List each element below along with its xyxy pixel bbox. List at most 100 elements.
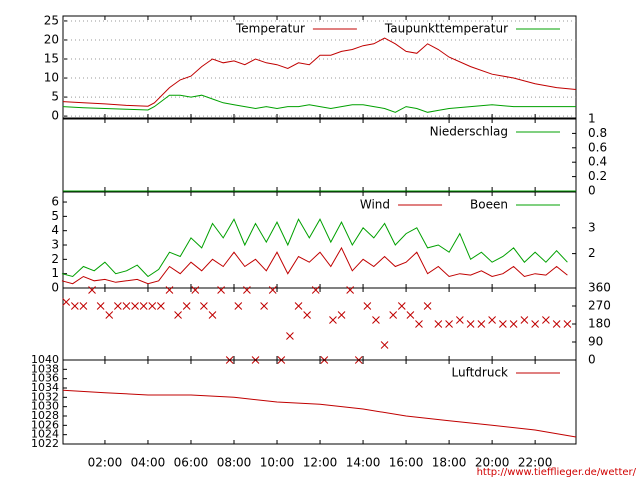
direction-point <box>113 302 122 310</box>
x-tick-label: 08:00 <box>217 456 252 470</box>
y-tick-label: 20 <box>44 32 59 46</box>
data-line <box>62 94 576 113</box>
data-line <box>62 389 577 438</box>
direction-point <box>174 311 182 319</box>
x-tick-label: 14:00 <box>346 456 381 470</box>
direction-point <box>79 302 88 310</box>
legend-label: Luftdruck <box>451 366 508 380</box>
direction-point <box>477 320 486 328</box>
direction-point <box>542 316 550 324</box>
direction-point <box>552 320 561 328</box>
x-tick-label: 20:00 <box>475 456 510 470</box>
direction-point <box>182 302 191 310</box>
direction-point <box>234 302 243 310</box>
direction-point <box>139 302 148 310</box>
direction-point <box>389 311 398 319</box>
direction-point <box>311 286 320 294</box>
y2-tick-label: 1 <box>588 112 596 126</box>
direction-point <box>329 316 337 324</box>
y-tick-label: 10 <box>44 71 59 85</box>
y-tick-label: 2 <box>51 252 59 266</box>
direction-point <box>62 298 71 306</box>
y2-tick-label: 0.6 <box>588 140 607 154</box>
x-tick-label: 02:00 <box>88 456 123 470</box>
direction-point <box>70 302 79 310</box>
y-tick-label: 0 <box>51 109 59 123</box>
direction-point <box>286 332 294 340</box>
data-line <box>61 218 568 278</box>
direction-point <box>466 320 475 328</box>
direction-point <box>380 341 389 349</box>
direction-point <box>294 302 303 310</box>
y2-tick-label: 0.8 <box>588 126 607 140</box>
direction-point <box>397 302 406 310</box>
direction-point <box>88 286 96 294</box>
legend-label: Taupunkttemperatur <box>384 22 508 36</box>
legend-label: Wind <box>360 198 390 212</box>
y2-tick-label: 3 <box>588 220 596 234</box>
y2-tick-label: 270 <box>588 299 611 313</box>
y-tick-label: 4 <box>51 223 59 237</box>
direction-point <box>148 302 157 310</box>
direction-point <box>191 286 200 294</box>
y2-tick-label: 0.2 <box>588 169 607 183</box>
direction-point <box>509 320 518 328</box>
y2-tick-label: 0 <box>588 184 596 198</box>
x-tick-label: 22:00 <box>518 456 553 470</box>
direction-point <box>96 302 105 310</box>
y-tick-label: 1034 <box>31 381 59 394</box>
direction-point <box>217 286 225 294</box>
y-tick-label: 5 <box>51 90 59 104</box>
direction-point <box>434 320 443 328</box>
y-tick-label: 1022 <box>31 437 59 450</box>
direction-point <box>488 316 496 324</box>
footer-url: http://www.tiefflieger.de/wetter/ <box>477 467 637 478</box>
y-tick-label: 1032 <box>31 390 59 403</box>
y2-tick-label: 0 <box>588 353 596 367</box>
direction-point <box>303 311 311 319</box>
legend-label: Niederschlag <box>430 125 508 139</box>
y-tick-label: 1030 <box>31 400 59 413</box>
y2-tick-label: 90 <box>588 335 603 349</box>
direction-point <box>105 311 114 319</box>
y-tick-label: 1 <box>51 266 59 280</box>
direction-point <box>260 302 268 310</box>
legend-label: Temperatur <box>235 22 305 36</box>
y-tick-label: 1028 <box>31 409 59 422</box>
direction-point <box>415 320 423 328</box>
y2-tick-label: 360 <box>588 281 611 295</box>
y-tick-label: 1040 <box>31 353 59 366</box>
x-tick-label: 06:00 <box>174 456 209 470</box>
x-tick-label: 12:00 <box>303 456 338 470</box>
y-tick-label: 15 <box>44 52 59 66</box>
y-tick-label: 6 <box>51 195 59 209</box>
y-tick-label: 3 <box>51 238 59 252</box>
panel-frame <box>62 359 577 445</box>
x-tick-label: 10:00 <box>260 456 295 470</box>
x-tick-label: 16:00 <box>389 456 424 470</box>
y-tick-label: 0 <box>51 281 59 295</box>
panel-frame <box>62 15 577 119</box>
direction-point <box>243 286 251 294</box>
x-tick-label: 04:00 <box>131 456 166 470</box>
y2-tick-label: 2 <box>588 246 596 260</box>
direction-point <box>157 302 165 310</box>
y-tick-label: 25 <box>44 13 59 27</box>
direction-point <box>337 311 346 319</box>
y2-tick-label: 0.4 <box>588 155 607 169</box>
direction-point <box>499 320 507 328</box>
y2-tick-label: 180 <box>588 317 611 331</box>
direction-point <box>531 320 539 328</box>
direction-point <box>423 302 432 310</box>
direction-point <box>131 302 139 310</box>
direction-point <box>363 302 372 310</box>
direction-point <box>208 311 217 319</box>
direction-point <box>200 302 208 310</box>
y-tick-label: 5 <box>51 209 59 223</box>
legend-label: Boeen <box>470 198 508 212</box>
direction-point <box>346 286 355 294</box>
y-tick-label: 1038 <box>31 362 59 375</box>
direction-point <box>563 320 572 328</box>
y-tick-label: 1026 <box>31 418 59 431</box>
